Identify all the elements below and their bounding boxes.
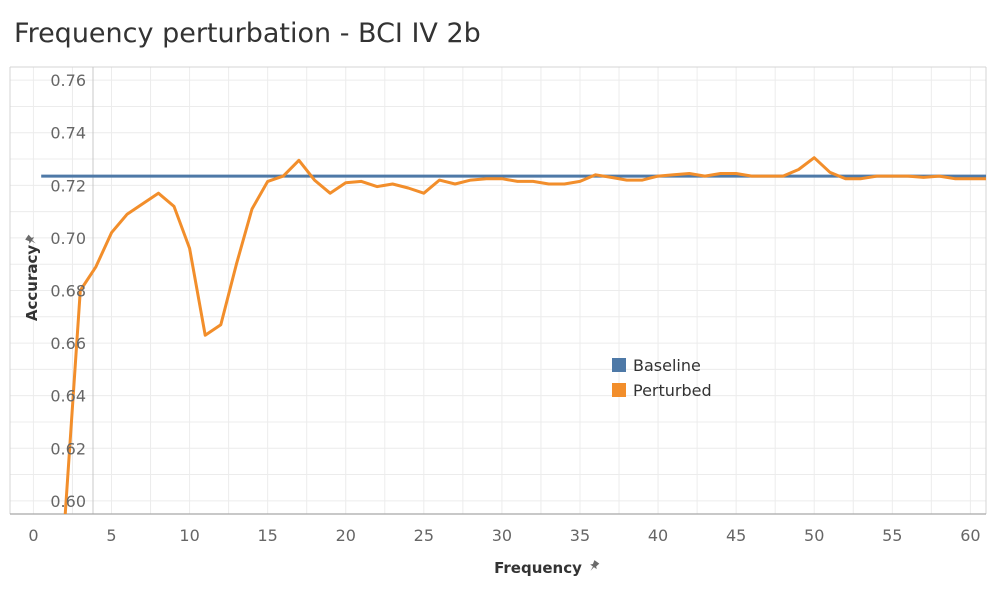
y-tick-label: 0.62 [50,439,86,458]
grid [10,67,986,514]
x-axis: 0 5 10 15 20 25 30 35 40 45 50 55 60 [28,526,980,545]
series-group [41,156,986,514]
legend-label-perturbed: Perturbed [633,381,712,400]
y-axis: 0.60 0.62 0.64 0.66 0.68 0.70 0.72 0.74 0.76 [50,71,86,511]
legend: Baseline Perturbed [612,356,712,400]
pin-icon [590,560,600,571]
x-tick-label: 45 [726,526,746,545]
legend-swatch-baseline [612,358,626,372]
x-axis-title: Frequency [494,559,582,577]
y-axis-title: Accuracy [23,245,41,321]
y-tick-label: 0.60 [50,492,86,511]
x-tick-label: 25 [414,526,434,545]
legend-swatch-perturbed [612,383,626,397]
pin-icon [25,234,36,244]
y-tick-label: 0.68 [50,282,86,301]
y-tick-label: 0.66 [50,334,86,353]
y-tick-label: 0.74 [50,124,86,143]
y-tick-label: 0.64 [50,387,86,406]
x-tick-label: 50 [804,526,824,545]
x-tick-label: 20 [336,526,356,545]
x-tick-label: 35 [570,526,590,545]
x-tick-label: 30 [492,526,512,545]
y-tick-label: 0.72 [50,176,86,195]
y-tick-label: 0.76 [50,71,86,90]
y-tick-label: 0.70 [50,229,86,248]
x-tick-label: 10 [179,526,199,545]
x-tick-label: 5 [106,526,116,545]
plot-frame [9,66,987,515]
series-line-perturbed [63,156,986,514]
x-tick-label: 55 [882,526,902,545]
x-tick-label: 60 [960,526,980,545]
x-tick-label: 40 [648,526,668,545]
x-tick-label: 0 [28,526,38,545]
x-tick-label: 15 [257,526,277,545]
chart-title: Frequency perturbation - BCI IV 2b [14,18,481,49]
pin-icons [25,234,600,571]
legend-label-baseline: Baseline [633,356,701,375]
